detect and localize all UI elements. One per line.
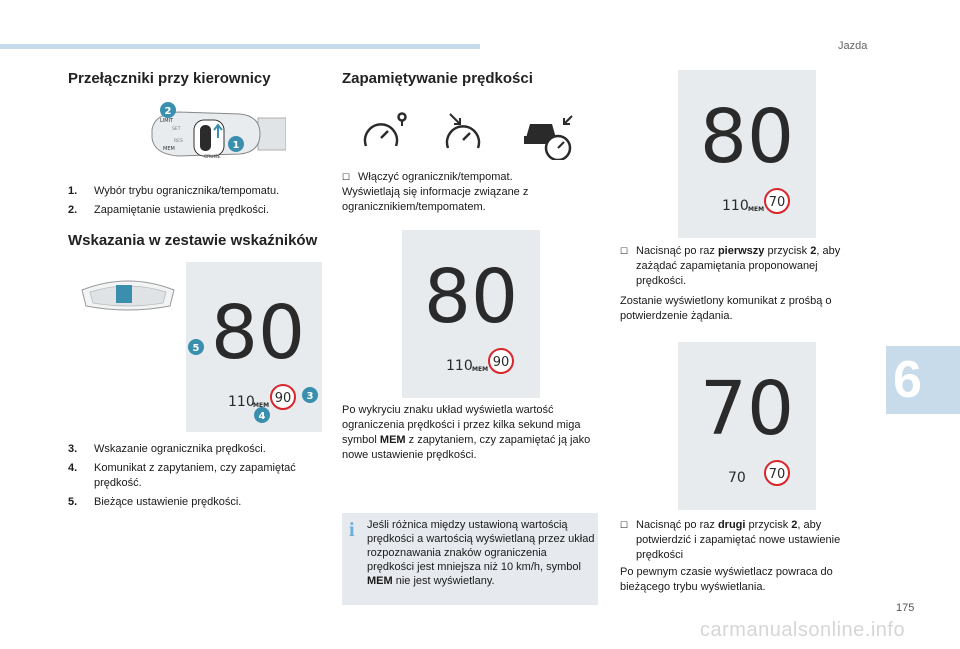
sign-speed: 110 (722, 198, 749, 214)
mem-symbol: MEM (253, 402, 269, 409)
callout-3: 3 (307, 391, 314, 402)
list-item: 3. Wskazanie ogranicznika prędkości. (68, 443, 266, 455)
info-icon: i (349, 519, 355, 541)
header-bar (0, 44, 480, 49)
sign-speed: 70 (728, 470, 746, 486)
watermark: carmanualsonline.info (700, 619, 906, 641)
display-step2: 80 110 MEM 70 (678, 70, 816, 238)
step-second-press: ☐ Nacisnąć po raz drugi przycisk 2, aby p… (620, 519, 841, 561)
info-note: i Jeśli różnica między ustawioną wartośc… (342, 513, 598, 605)
chapter-number: 6 (893, 351, 922, 409)
callout-1 (228, 136, 244, 152)
page-number: 175 (896, 602, 915, 614)
callout-2 (160, 102, 176, 118)
icon-row (362, 112, 582, 162)
adaptive-cruise-icon (524, 115, 573, 162)
stalk-label-set: SET (172, 126, 181, 132)
limit-sign: 90 (493, 355, 510, 370)
chapter-tab (886, 346, 960, 414)
stalk-illustration: LIMIT MEM SET RES CRUISE 2 1 (148, 100, 286, 170)
step-enable: ☐ Włączyć ogranicznik/tempomat. (342, 171, 513, 183)
title-cluster-indications: Wskazania w zestawie wskaźników (68, 232, 318, 249)
current-speed: 80 (211, 290, 305, 376)
stalk-label-cruise: CRUISE (204, 154, 221, 160)
limiter-icon (363, 112, 407, 147)
limit-sign: 70 (769, 467, 786, 482)
svg-text:1: 1 (233, 140, 240, 151)
list-item: 2. Zapamiętanie ustawienia prędkości. (68, 204, 269, 216)
paragraph: Po pewnym czasie wyświetlacz powraca do … (620, 566, 833, 593)
current-speed: 80 (424, 254, 518, 340)
paragraph: Zostanie wyświetlony komunikat z prośbą … (620, 295, 832, 322)
list-item: 4. Komunikat z zapytaniem, czy zapamiętać… (68, 462, 296, 489)
cruise-icon (445, 113, 481, 149)
title-steering-switches: Przełączniki przy kierownicy (68, 70, 271, 87)
current-speed: 70 (700, 366, 794, 452)
sign-speed: 110 (446, 358, 473, 374)
step-first-press: ☐ Nacisnąć po raz pierwszy przycisk 2, ab… (620, 245, 841, 287)
cluster-legend: 3. Wskazanie ogranicznika prędkości. 4. Ko… (68, 442, 328, 514)
stalk-label-mem: MEM (163, 146, 175, 152)
cluster-display: 80 110 MEM 90 5 3 4 (186, 262, 322, 432)
list-item: 5. Bieżące ustawienie prędkości. (68, 496, 242, 508)
callout-5: 5 (193, 343, 200, 354)
display-step3: 70 70 70 (678, 342, 816, 510)
switch-legend: 1. Wybór trybu ogranicznika/tempomatu. 2.… (68, 184, 318, 222)
title-speed-memory: Zapamiętywanie prędkości (342, 70, 533, 87)
svg-text:2: 2 (165, 106, 172, 117)
stalk-label-limit: LIMIT (160, 118, 174, 124)
paragraph: Wyświetlają się informacje związane z og… (342, 186, 529, 213)
limit-sign: 90 (275, 391, 292, 406)
paragraph: Po wykryciu znaku układ wyświetla wartoś… (342, 404, 591, 461)
limit-sign: 70 (769, 195, 786, 210)
sign-speed: 110 (228, 394, 255, 410)
mem-symbol: MEM (748, 206, 764, 213)
stalk-label-res: RES (174, 138, 183, 144)
display-step1: 80 110 MEM 90 (402, 230, 540, 398)
section-name: Jazda (838, 40, 868, 52)
cluster-thumbnail (78, 276, 178, 312)
current-speed: 80 (700, 94, 794, 180)
callout-4: 4 (259, 411, 266, 422)
list-item: 1. Wybór trybu ogranicznika/tempomatu. (68, 185, 280, 197)
mem-symbol: MEM (472, 366, 488, 373)
